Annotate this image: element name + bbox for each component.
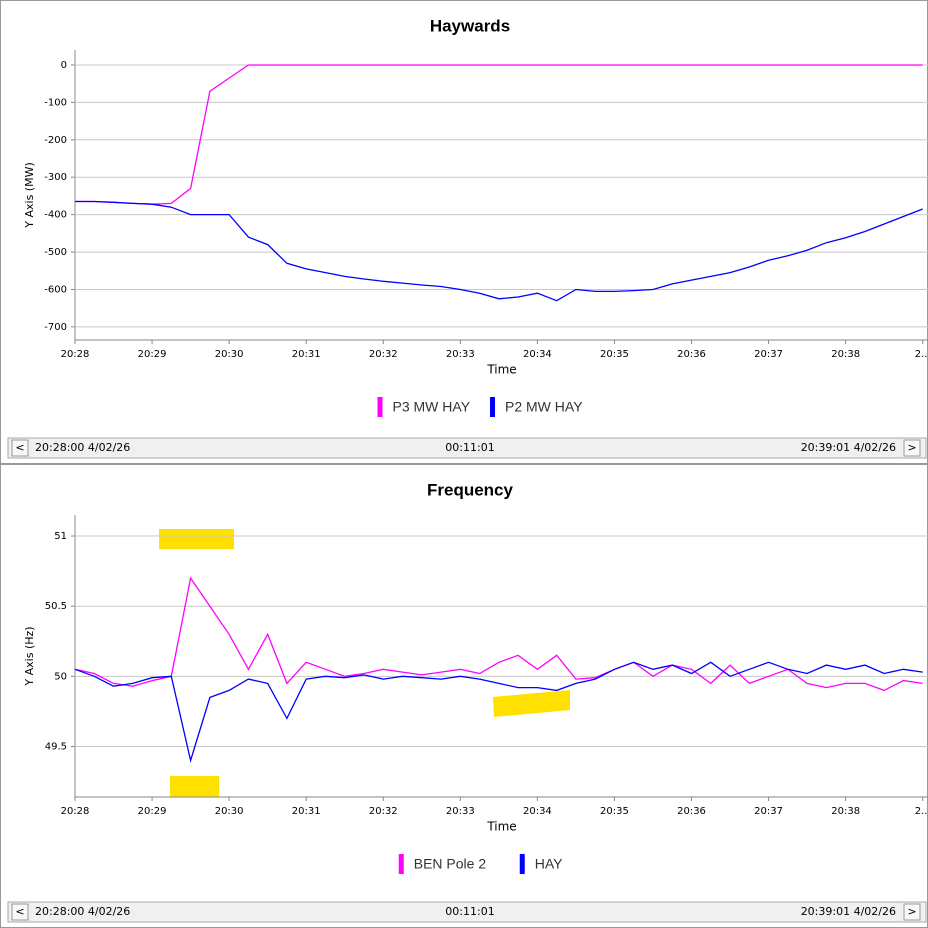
x-tick-label: 20:29 xyxy=(138,806,167,817)
x-tick-label: 20:30 xyxy=(215,349,244,360)
x-tick-label: 20:35 xyxy=(600,806,629,817)
x-tick-label: 20:28 xyxy=(61,349,90,360)
y-tick-label: 50.5 xyxy=(45,601,67,612)
x-axis-label: Time xyxy=(486,363,516,377)
highlight xyxy=(170,776,219,797)
y-tick-label: -500 xyxy=(44,247,67,258)
next-button[interactable] xyxy=(903,439,921,457)
x-tick-label: 20:29 xyxy=(138,349,167,360)
legend-swatch xyxy=(519,854,525,874)
x-tick-label: 20:28 xyxy=(61,806,90,817)
legend-swatch xyxy=(398,854,404,874)
series-line xyxy=(75,64,923,205)
x-tick-label: 20:37 xyxy=(754,349,783,360)
y-tick-label: -400 xyxy=(44,210,67,221)
next-button-label[interactable]: > xyxy=(907,441,916,454)
y-tick-label: -300 xyxy=(44,172,67,183)
next-button-label[interactable]: > xyxy=(907,905,916,918)
legend-label: P3 MW HAY xyxy=(393,399,471,415)
panel xyxy=(0,0,928,464)
chart-title: Frequency xyxy=(427,480,514,499)
legend-label: HAY xyxy=(535,856,563,872)
y-tick-label: -600 xyxy=(44,284,67,295)
navigator-bar xyxy=(7,901,927,923)
x-tick-label: 20:36 xyxy=(677,349,706,360)
series-line xyxy=(74,661,923,764)
x-tick-label: 20:37 xyxy=(754,806,783,817)
panel xyxy=(0,464,928,928)
y-tick-label: 51 xyxy=(54,531,67,542)
y-tick-label: 49.5 xyxy=(45,741,67,752)
x-tick-label: 20:33 xyxy=(446,806,475,817)
x-tick-label: 20:32 xyxy=(369,806,398,817)
x-tick-label: 20:36 xyxy=(677,806,706,817)
prev-button-label[interactable]: < xyxy=(15,441,24,454)
y-tick-label: 50 xyxy=(54,671,67,682)
legend-swatch xyxy=(377,397,383,417)
y-tick-label: -200 xyxy=(44,135,67,146)
navigator-span: 00:11:01 xyxy=(445,905,494,918)
x-tick-label: 20:31 xyxy=(292,806,321,817)
series-line xyxy=(74,576,923,692)
x-tick-label: 2... xyxy=(915,349,928,360)
prev-button[interactable] xyxy=(11,439,29,457)
x-tick-label: 20:33 xyxy=(446,349,475,360)
legend-label: BEN Pole 2 xyxy=(414,856,487,872)
prev-button[interactable] xyxy=(11,903,29,921)
next-button[interactable] xyxy=(903,903,921,921)
y-axis-label: Y Axis (Hz) xyxy=(23,626,36,686)
x-tick-label: 20:32 xyxy=(369,349,398,360)
navigator-start: 20:28:00 4/02/26 xyxy=(35,441,130,454)
y-axis-label: Y Axis (MW) xyxy=(23,162,36,228)
navigator-end: 20:39:01 4/02/26 xyxy=(801,905,896,918)
x-tick-label: 20:30 xyxy=(215,806,244,817)
legend-label: P2 MW HAY xyxy=(505,399,583,415)
x-tick-label: 20:38 xyxy=(831,806,860,817)
navigator-bar xyxy=(7,437,927,459)
x-tick-label: 20:31 xyxy=(292,349,321,360)
x-axis-label: Time xyxy=(486,820,516,834)
chart-title: Haywards xyxy=(430,16,510,35)
navigator-end: 20:39:01 4/02/26 xyxy=(801,441,896,454)
navigator-span: 00:11:01 xyxy=(445,441,494,454)
legend-swatch xyxy=(490,397,495,417)
x-tick-label: 20:34 xyxy=(523,349,552,360)
series-line xyxy=(75,200,923,302)
y-tick-label: -100 xyxy=(44,97,67,108)
highlight xyxy=(159,529,234,549)
x-tick-label: 20:35 xyxy=(600,349,629,360)
x-tick-label: 20:34 xyxy=(523,806,552,817)
x-tick-label: 2... xyxy=(915,806,928,817)
prev-button-label[interactable]: < xyxy=(15,905,24,918)
navigator-start: 20:28:00 4/02/26 xyxy=(35,905,130,918)
x-tick-label: 20:38 xyxy=(831,349,860,360)
y-tick-label: 0 xyxy=(61,60,67,71)
highlight xyxy=(493,690,570,717)
y-tick-label: -700 xyxy=(44,322,67,333)
